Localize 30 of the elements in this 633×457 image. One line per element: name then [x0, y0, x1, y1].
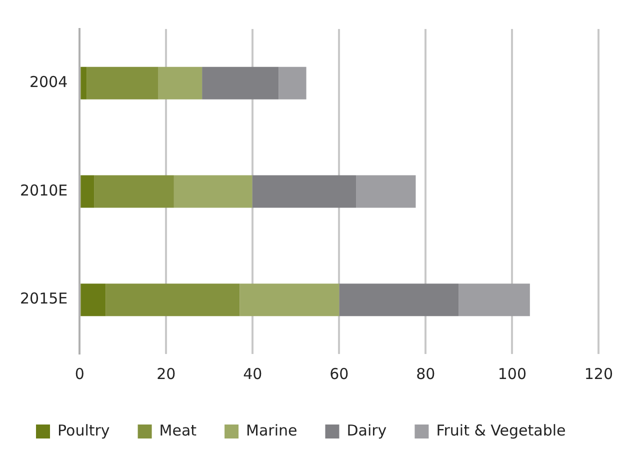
x-tick-label: 120 [584, 364, 614, 383]
bar [80, 284, 106, 316]
y-tick-label: 2010E [20, 181, 68, 200]
bar [278, 66, 306, 100]
y-tick-label: 2004 [29, 73, 68, 92]
bar [174, 175, 252, 208]
bar [94, 175, 174, 208]
x-tick-label: 0 [74, 364, 84, 383]
bar [339, 284, 459, 316]
bar [458, 284, 530, 316]
bar [240, 284, 340, 316]
bar [80, 175, 94, 208]
bar [202, 66, 279, 100]
legend-label: Dairy [346, 421, 387, 440]
x-tick-label: 40 [243, 364, 262, 383]
bar [356, 175, 416, 208]
bar [252, 175, 356, 208]
bar [86, 66, 158, 100]
x-tick-label: 100 [498, 364, 526, 383]
x-tick-label: 60 [330, 364, 349, 383]
legend-label: Marine [246, 421, 298, 440]
bar [158, 66, 202, 100]
x-tick-label: 20 [156, 364, 176, 383]
x-tick-label: 80 [416, 364, 436, 383]
bar [106, 284, 240, 316]
legend-label: Fruit & Vegetable [436, 421, 566, 440]
y-tick-label: 2015E [20, 290, 68, 308]
legend-label: Poultry [58, 421, 110, 440]
legend-label: Meat [159, 421, 197, 440]
bar [80, 66, 87, 100]
